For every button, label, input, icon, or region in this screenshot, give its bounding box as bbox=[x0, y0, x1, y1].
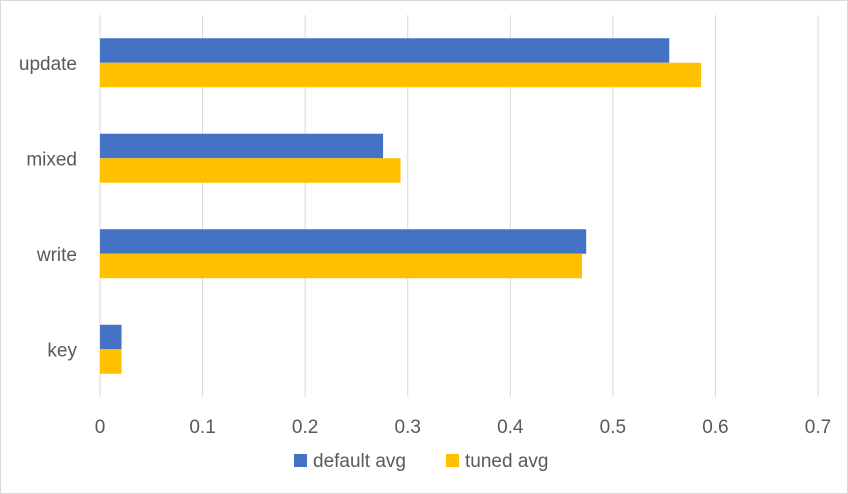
bar-key-tuned-avg bbox=[100, 349, 122, 374]
legend: default avg tuned avg bbox=[294, 451, 548, 472]
bar-write-default-avg bbox=[100, 229, 587, 254]
x-tick-label: 0.2 bbox=[292, 417, 318, 438]
category-labels: update mixed write key bbox=[19, 54, 78, 362]
bar-write-tuned-avg bbox=[100, 253, 583, 279]
bar-update-tuned-avg bbox=[100, 62, 702, 88]
x-tick-label: 0.6 bbox=[702, 417, 728, 438]
x-tick-label: 0 bbox=[95, 417, 106, 438]
x-tick-label: 0.5 bbox=[600, 417, 626, 438]
x-axis-ticks: 0 0.1 0.2 0.3 0.4 0.5 0.6 0.7 bbox=[95, 417, 832, 438]
legend-label: tuned avg bbox=[465, 451, 548, 472]
bar-mixed-default-avg bbox=[100, 133, 384, 159]
x-tick-label: 0.4 bbox=[497, 417, 524, 438]
bars bbox=[100, 38, 702, 374]
x-tick-label: 0.1 bbox=[189, 417, 215, 438]
category-label: key bbox=[47, 340, 77, 361]
legend-swatch bbox=[446, 454, 459, 467]
x-tick-label: 0.7 bbox=[805, 417, 831, 438]
bar-update-default-avg bbox=[100, 38, 670, 63]
x-tick-label: 0.3 bbox=[395, 417, 421, 438]
category-label: mixed bbox=[26, 149, 77, 170]
bar-key-default-avg bbox=[100, 324, 122, 350]
legend-swatch bbox=[294, 454, 307, 467]
bar-mixed-tuned-avg bbox=[100, 158, 401, 183]
legend-label: default avg bbox=[313, 451, 406, 472]
category-label: write bbox=[36, 245, 77, 266]
category-label: update bbox=[19, 54, 77, 75]
